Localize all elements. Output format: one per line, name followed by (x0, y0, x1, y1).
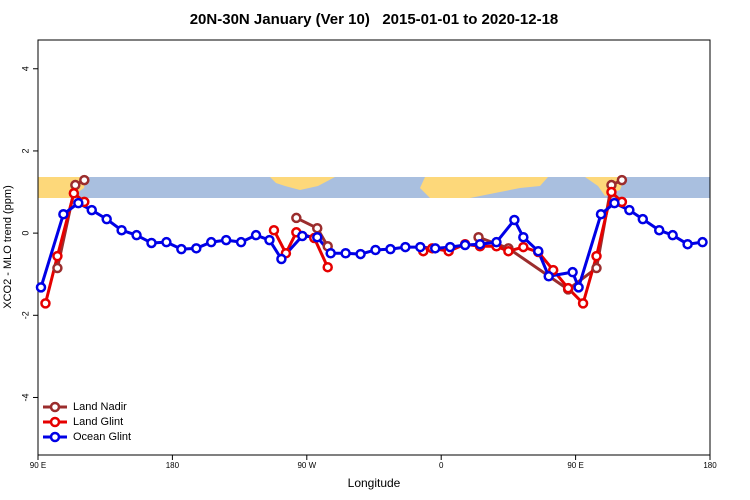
data-point (459, 239, 471, 251)
data-point (297, 230, 308, 242)
data-point (116, 224, 127, 236)
data-point (595, 208, 607, 220)
data-point (40, 298, 51, 309)
x-tick-label: 90 E (567, 461, 583, 470)
data-point (312, 222, 323, 234)
legend-label: Ocean Glint (73, 431, 131, 443)
legend-marker (49, 401, 61, 413)
x-tick-label: 180 (166, 461, 180, 470)
data-point (591, 250, 602, 262)
data-point (682, 238, 693, 250)
x-tick-label: 180 (703, 461, 717, 470)
map-band (38, 177, 710, 198)
y-tick-label: -4 (20, 393, 30, 401)
data-point (415, 241, 426, 253)
data-point (340, 248, 351, 259)
data-point (250, 229, 262, 241)
data-point (385, 243, 396, 255)
data-point (667, 229, 678, 241)
data-point (161, 236, 172, 248)
data-point (518, 241, 529, 253)
data-point (624, 204, 635, 216)
data-point (58, 208, 69, 220)
legend-marker (49, 416, 61, 428)
data-point (52, 262, 63, 274)
y-axis-label: XCO2 - MLO trend (ppm) (2, 185, 14, 308)
data-point (543, 271, 554, 282)
data-point (176, 243, 187, 255)
data-point (609, 197, 620, 209)
data-point (73, 197, 84, 209)
data-point (606, 186, 617, 198)
data-point (591, 262, 602, 274)
data-point (101, 213, 112, 225)
data-point (70, 179, 81, 191)
data-point (325, 248, 336, 259)
x-tick-label: 90 E (30, 461, 46, 470)
data-point (400, 241, 411, 253)
data-point (577, 298, 589, 309)
legend-label: Land Glint (73, 416, 123, 428)
data-point (653, 224, 665, 236)
data-point (533, 245, 544, 257)
data-point (474, 238, 486, 250)
y-tick-label: 0 (20, 231, 30, 236)
data-point (276, 253, 287, 265)
data-point (697, 236, 708, 248)
data-point (268, 224, 280, 236)
y-tick-label: -2 (20, 311, 30, 319)
data-point (637, 213, 649, 225)
data-point (52, 250, 63, 262)
data-point (573, 282, 584, 293)
data-point (68, 188, 80, 199)
legend-marker (49, 431, 61, 443)
data-point (503, 245, 514, 257)
data-point (509, 214, 520, 226)
data-point (355, 248, 366, 260)
legend-label: Land Nadir (73, 401, 127, 413)
x-tick-label: 90 W (297, 461, 316, 470)
x-tick-label: 0 (439, 461, 444, 470)
y-tick-label: 2 (20, 148, 30, 153)
data-point (562, 282, 574, 294)
x-axis-label: Longitude (348, 476, 401, 490)
data-point (131, 229, 142, 241)
plot-frame (37, 39, 711, 456)
data-point (35, 282, 47, 293)
data-point (518, 231, 529, 243)
data-point (86, 204, 98, 216)
data-point (616, 174, 628, 186)
data-point (491, 236, 502, 248)
data-point (429, 243, 441, 254)
data-point (291, 212, 302, 224)
data-point (264, 234, 275, 246)
data-point (235, 236, 247, 248)
legend: Land Nadir Land Glint Ocean Glint (43, 401, 131, 443)
data-point (567, 266, 578, 278)
data-point (444, 241, 456, 253)
chart-title: 20N-30N January (Ver 10) 2015-01-01 to 2… (190, 11, 559, 28)
y-tick-label: 4 (20, 66, 30, 71)
data-point (322, 261, 333, 273)
data-point (146, 237, 157, 249)
data-point (191, 243, 202, 254)
data-point (79, 174, 90, 186)
data-point (312, 231, 323, 243)
data-point (220, 234, 232, 246)
data-point (205, 236, 217, 248)
data-point (370, 244, 381, 256)
